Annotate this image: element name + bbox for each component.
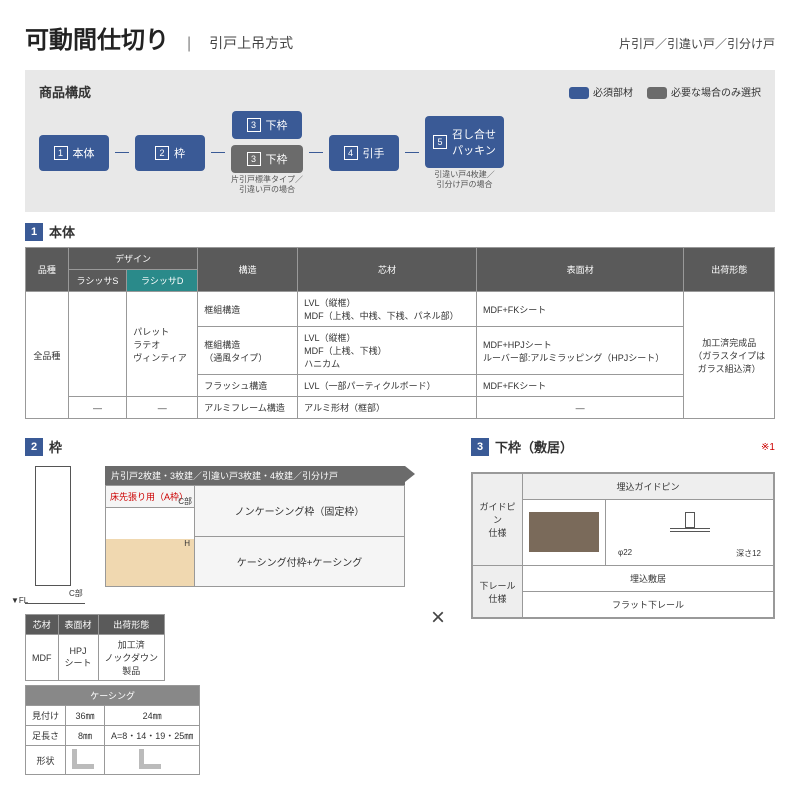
node-sill-a: 3下枠: [232, 111, 302, 139]
frame-table: 片引戸2枚建・3枚建／引違い戸3枚建・4枚建／引分け戸 床先張り用（A枠） C部…: [105, 466, 405, 587]
page-subtitle: 引戸上吊方式: [209, 33, 293, 53]
guide-pin-diagram: [655, 506, 725, 546]
page-header: 可動間仕切り | 引戸上吊方式 片引戸／引違い戸／引分け戸: [25, 20, 775, 55]
legend-must: 必須部材: [593, 88, 633, 99]
node-body: 1本体: [39, 135, 109, 171]
divider: |: [187, 35, 191, 53]
node-sill-b: 3下枠: [231, 145, 303, 173]
note-ref: ※1: [761, 442, 775, 453]
section-2-head: 2枠: [25, 437, 405, 456]
multiply-icon: ×: [431, 604, 445, 632]
flow-diagram: 1本体 2枠 3下枠 3下枠 片引戸標準タイプ／ 引違い戸の場合 4引手 5召し…: [39, 111, 761, 194]
page-title: 可動間仕切り: [25, 20, 169, 55]
node-packing: 5召し合せ パッキン: [425, 116, 504, 168]
composition-title: 商品構成: [39, 82, 91, 101]
legend: 必須部材 必要な場合のみ選択: [569, 84, 761, 99]
body-spec-table: 品種 デザイン 構造 芯材 表面材 出荷形態 ラシッサSラシッサD 全品種 パレ…: [25, 247, 775, 419]
node-pull: 4引手: [329, 135, 399, 171]
node-frame: 2枠: [135, 135, 205, 171]
node-packing-caption: 引違い戸4枚建／ 引分け戸の場合: [425, 170, 504, 189]
page-types: 片引戸／引違い戸／引分け戸: [619, 35, 775, 52]
guide-pin-photo: [529, 512, 599, 552]
section-1-head: 1本体: [25, 222, 775, 241]
node-sill-b-caption: 片引戸標準タイプ／ 引違い戸の場合: [231, 175, 303, 194]
frame-material-table: 芯材表面材出荷形態 MDFHPJ シート加工済 ノックダウン 製品 ケーシング …: [25, 614, 405, 775]
door-figure: C部 ▼FL: [25, 466, 95, 604]
sill-spec-table: ガイドピン 仕様 埋込ガイドピン φ22深さ12: [471, 472, 775, 619]
composition-panel: 商品構成 必須部材 必要な場合のみ選択 1本体 2枠 3下枠 3下枠 片引戸標準…: [25, 70, 775, 212]
section-3-head: 3下枠（敷居）: [471, 437, 573, 456]
legend-opt: 必要な場合のみ選択: [671, 88, 761, 99]
